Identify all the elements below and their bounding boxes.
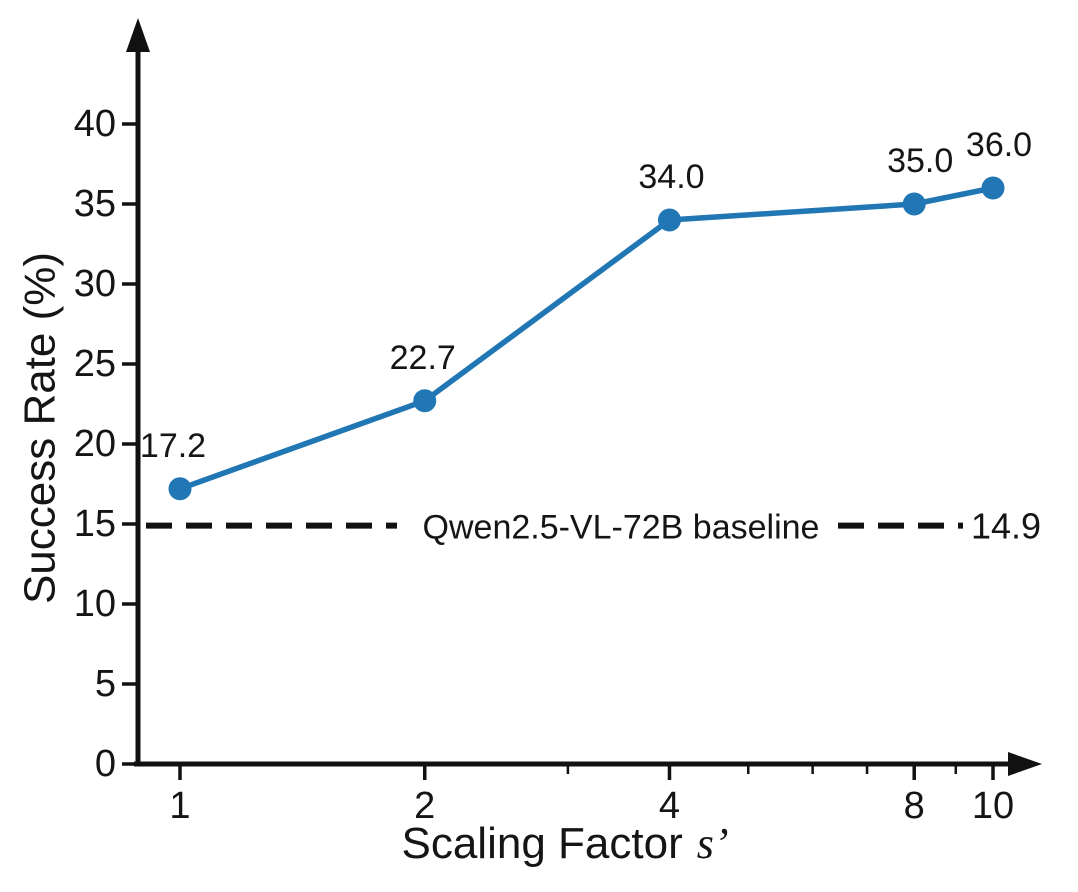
- data-point-label: 34.0: [638, 158, 704, 196]
- y-tick-label: 15: [74, 503, 116, 545]
- data-point-marker: [413, 389, 437, 413]
- y-axis-arrow-icon: [126, 18, 150, 52]
- y-axis-title: Success Rate (%): [16, 252, 65, 604]
- baseline-label: Qwen2.5-VL-72B baseline: [423, 509, 820, 547]
- data-point-marker: [902, 192, 926, 216]
- x-tick-label: 8: [904, 785, 925, 827]
- x-tick-label: 4: [659, 785, 680, 827]
- y-tick-label: 20: [74, 423, 116, 465]
- y-tick-label: 0: [95, 743, 116, 785]
- x-tick-label: 10: [972, 785, 1014, 827]
- y-tick-label: 5: [95, 663, 116, 705]
- data-point-label: 17.2: [140, 427, 206, 465]
- data-point-label: 36.0: [966, 126, 1032, 164]
- data-point-marker: [981, 176, 1005, 200]
- y-tick-label: 25: [74, 343, 116, 385]
- baseline-value: 14.9: [971, 506, 1041, 547]
- data-point-label: 22.7: [390, 339, 456, 377]
- x-tick-label: 1: [169, 785, 190, 827]
- data-point-marker: [168, 477, 192, 501]
- data-point-label: 35.0: [887, 142, 953, 180]
- x-axis-arrow-icon: [1008, 752, 1042, 776]
- y-tick-label: 40: [74, 103, 116, 145]
- x-axis-title-text: Scaling Factor: [401, 819, 682, 868]
- x-axis-title-symbol: s’: [697, 819, 729, 868]
- y-tick-label: 10: [74, 583, 116, 625]
- y-tick-label: 35: [74, 183, 116, 225]
- x-tick-label: 2: [414, 785, 435, 827]
- x-axis-title: Scaling Factor s’: [401, 819, 728, 868]
- y-tick-label: 30: [74, 263, 116, 305]
- data-point-marker: [657, 208, 681, 232]
- series-line: [177, 185, 996, 492]
